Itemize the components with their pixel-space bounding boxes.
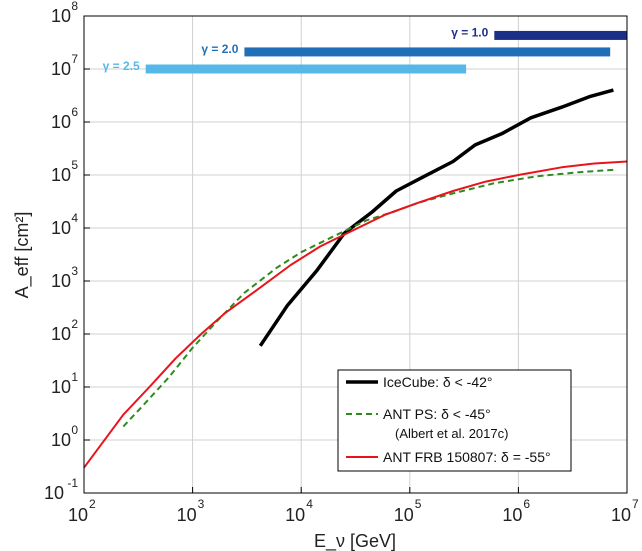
x-tick-exponent: 7 [632,497,639,511]
y-tick-label: 10 [51,324,71,344]
y-tick-exponent: 0 [71,423,78,437]
series-line-0 [258,88,614,347]
y-tick-label: 10 [51,6,71,26]
y-tick-exponent: 4 [71,211,78,225]
y-tick-label: 10 [51,377,71,397]
y-tick-exponent: 1 [71,370,78,384]
y-axis-label: A_eff [cm²] [12,212,33,299]
y-tick-label: 10 [51,165,71,185]
band-label: γ = 2.0 [201,42,238,56]
y-tick-exponent: 7 [71,52,78,66]
x-tick-exponent: 4 [306,497,313,511]
legend-box [337,369,572,472]
y-tick-label: 10 [51,271,71,291]
y-tick-exponent: 6 [71,105,78,119]
series-lines [83,88,628,469]
x-tick-exponent: 2 [89,497,96,511]
plot-frame [83,15,628,494]
legend-label-ant-frb: ANT FRB 150807: δ = -55° [383,449,551,465]
x-tick-label: 10 [611,505,631,525]
series-line-1 [122,168,614,428]
x-tick-label: 10 [68,505,88,525]
axis-labels: E_ν [GeV] A_eff [cm²] [12,212,396,551]
x-tick-label: 10 [285,505,305,525]
y-tick-label: 10 [51,218,71,238]
y-tick-exponent: -1 [67,476,78,490]
legend-label-ant-ps: ANT PS: δ < -45° [383,406,491,422]
y-tick-exponent: 8 [71,0,78,13]
series-line-2 [83,160,628,469]
band-label: γ = 2.5 [103,59,140,73]
x-tick-label: 10 [394,505,414,525]
y-tick-exponent: 5 [71,158,78,172]
x-axis-label: E_ν [GeV] [314,531,396,551]
legend-label-icecube: IceCube: δ < -42° [383,374,493,390]
legend-note-ant-ps: (Albert et al. 2017c) [395,426,508,441]
y-tick-label: 10 [51,112,71,132]
band-label: γ = 1.0 [451,25,488,39]
y-tick-label: 10 [51,430,71,450]
y-tick-label: 10 [44,483,64,503]
spectral-index-bands: γ = 2.5 γ = 2.0 γ = 1.0 [103,25,627,74]
x-tick-exponent: 6 [523,497,530,511]
legend: IceCube: δ < -42° ANT PS: δ < -45° (Albe… [337,369,572,472]
spectral-band [145,64,467,74]
spectral-band [244,47,611,57]
x-tick-exponent: 5 [415,497,422,511]
y-tick-exponent: 3 [71,264,78,278]
x-tick-label: 10 [502,505,522,525]
x-tick-exponent: 3 [198,497,205,511]
y-tick-label: 10 [51,59,71,79]
x-tick-label: 10 [177,505,197,525]
spectral-band [494,30,627,40]
y-tick-exponent: 2 [71,317,78,331]
